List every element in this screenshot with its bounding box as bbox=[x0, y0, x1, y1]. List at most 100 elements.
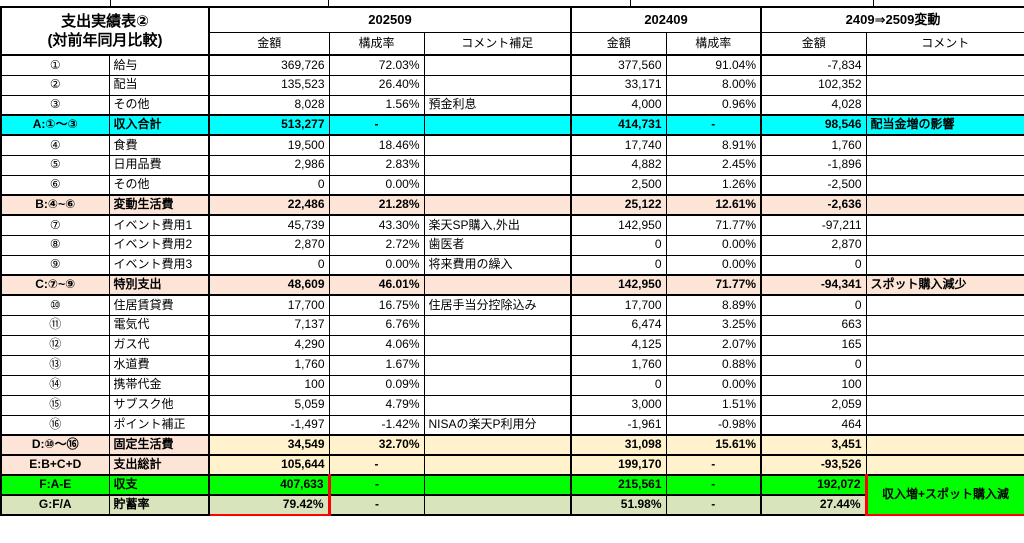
cell-item-name[interactable]: 収入合計 bbox=[108, 114, 210, 136]
cell-amount-change[interactable]: 4,028 bbox=[760, 94, 867, 116]
cell-amount-202409[interactable]: 33,171 bbox=[570, 74, 667, 96]
cell-item-name[interactable]: 配当 bbox=[108, 74, 210, 96]
cell-item-name[interactable]: 給与 bbox=[108, 54, 210, 76]
cell-row-id[interactable]: F:A-E bbox=[0, 474, 110, 496]
col-header-amount-change[interactable]: 金額 bbox=[760, 31, 867, 56]
cell-item-name[interactable]: 電気代 bbox=[108, 314, 210, 336]
cell-item-name[interactable]: 住居賃貸費 bbox=[108, 294, 210, 316]
cell-ratio-202509[interactable]: 16.75% bbox=[328, 294, 425, 316]
cell-amount-change[interactable]: -2,636 bbox=[760, 194, 867, 216]
cell-amount-change[interactable]: 464 bbox=[760, 414, 867, 436]
cell-comment-change[interactable]: スポット購入減少 bbox=[865, 274, 1024, 296]
cell-comment-change[interactable] bbox=[865, 414, 1024, 436]
cell-comment-change[interactable] bbox=[865, 294, 1024, 316]
col-header-comment-supplement[interactable]: コメント補足 bbox=[423, 31, 572, 56]
cell-item-name[interactable]: 貯蓄率 bbox=[108, 494, 210, 516]
cell-comment-supplement[interactable] bbox=[423, 354, 572, 376]
cell-amount-202509[interactable]: 1,760 bbox=[208, 354, 330, 376]
cell-comment-supplement[interactable]: 歯医者 bbox=[423, 234, 572, 256]
cell-ratio-202509[interactable]: 1.56% bbox=[328, 94, 425, 116]
cell-ratio-202409[interactable]: 8.91% bbox=[665, 134, 762, 156]
cell-amount-202509[interactable]: 2,870 bbox=[208, 234, 330, 256]
cell-row-id[interactable]: ③ bbox=[0, 94, 110, 116]
cell-comment-change[interactable] bbox=[865, 94, 1024, 116]
cell-row-id[interactable]: E:B+C+D bbox=[0, 454, 110, 476]
cell-amount-202409[interactable]: 142,950 bbox=[570, 214, 667, 236]
cell-comment-supplement[interactable] bbox=[423, 194, 572, 216]
cell-ratio-202409[interactable]: 8.89% bbox=[665, 294, 762, 316]
cell-ratio-202409[interactable]: 12.61% bbox=[665, 194, 762, 216]
cell-ratio-202509[interactable]: 4.06% bbox=[328, 334, 425, 356]
cell-comment-change[interactable] bbox=[865, 334, 1024, 356]
cell-amount-change[interactable]: 192,072 bbox=[760, 474, 867, 496]
cell-amount-change[interactable]: -2,500 bbox=[760, 174, 867, 196]
cell-item-name[interactable]: 固定生活費 bbox=[108, 434, 210, 456]
cell-amount-202409[interactable]: 51.98% bbox=[570, 494, 667, 516]
cell-comment-supplement[interactable]: 住居手当分控除込み bbox=[423, 294, 572, 316]
cell-ratio-202509[interactable]: 6.76% bbox=[328, 314, 425, 336]
cell-amount-202509[interactable]: 407,633 bbox=[208, 474, 331, 496]
cell-amount-202409[interactable]: 25,122 bbox=[570, 194, 667, 216]
cell-amount-change[interactable]: 165 bbox=[760, 334, 867, 356]
cell-comment-supplement[interactable] bbox=[423, 374, 572, 396]
cell-ratio-202509[interactable]: 26.40% bbox=[328, 74, 425, 96]
cell-item-name[interactable]: イベント費用3 bbox=[108, 254, 210, 276]
cell-ratio-202409[interactable]: 0.00% bbox=[665, 254, 762, 276]
cell-ratio-202409[interactable]: 1.26% bbox=[665, 174, 762, 196]
cell-amount-change[interactable]: -94,341 bbox=[760, 274, 867, 296]
cell-row-id[interactable]: ① bbox=[0, 54, 110, 76]
cell-amount-202409[interactable]: 31,098 bbox=[570, 434, 667, 456]
cell-ratio-202509[interactable]: - bbox=[328, 494, 425, 516]
cell-amount-change[interactable]: 663 bbox=[760, 314, 867, 336]
cell-amount-change[interactable]: 0 bbox=[760, 254, 867, 276]
cell-amount-202509[interactable]: 8,028 bbox=[208, 94, 330, 116]
cell-comment-supplement[interactable] bbox=[423, 494, 572, 516]
cell-comment-supplement[interactable] bbox=[423, 474, 572, 496]
cell-ratio-202509[interactable]: 43.30% bbox=[328, 214, 425, 236]
cell-ratio-202409[interactable]: 2.07% bbox=[665, 334, 762, 356]
cell-comment-change[interactable] bbox=[865, 194, 1024, 216]
cell-amount-change[interactable]: 2,870 bbox=[760, 234, 867, 256]
cell-ratio-202409[interactable]: 0.96% bbox=[665, 94, 762, 116]
cell-amount-202409[interactable]: 0 bbox=[570, 374, 667, 396]
col-header-comment-change[interactable]: コメント bbox=[865, 31, 1024, 56]
cell-ratio-202509[interactable]: 2.83% bbox=[328, 154, 425, 176]
cell-row-id[interactable]: A:①〜③ bbox=[0, 114, 110, 136]
cell-ratio-202509[interactable]: 0.00% bbox=[328, 254, 425, 276]
col-group-202409[interactable]: 202409 bbox=[569, 6, 762, 33]
cell-row-id[interactable]: ④ bbox=[0, 134, 110, 156]
cell-item-name[interactable]: イベント費用1 bbox=[108, 214, 210, 236]
cell-row-id[interactable]: ⑦ bbox=[0, 214, 110, 236]
cell-amount-202409[interactable]: 142,950 bbox=[570, 274, 667, 296]
cell-ratio-202409[interactable]: - bbox=[665, 114, 762, 136]
cell-amount-202509[interactable]: -1,497 bbox=[208, 414, 330, 436]
cell-comment-supplement[interactable] bbox=[423, 314, 572, 336]
cell-row-id[interactable]: C:⑦~⑨ bbox=[0, 274, 110, 296]
cell-row-id[interactable]: ② bbox=[0, 74, 110, 96]
cell-item-name[interactable]: ポイント補正 bbox=[108, 414, 210, 436]
cell-amount-change[interactable]: -1,896 bbox=[760, 154, 867, 176]
cell-ratio-202509[interactable]: 46.01% bbox=[328, 274, 425, 296]
cell-comment-supplement[interactable] bbox=[423, 434, 572, 456]
cell-ratio-202409[interactable]: - bbox=[665, 474, 762, 496]
cell-ratio-202409[interactable]: 1.51% bbox=[665, 394, 762, 416]
cell-comment-change[interactable] bbox=[865, 234, 1024, 256]
cell-amount-202409[interactable]: 4,000 bbox=[570, 94, 667, 116]
cell-ratio-202409[interactable]: - bbox=[665, 494, 762, 516]
cell-comment-supplement[interactable] bbox=[423, 54, 572, 76]
cell-amount-change[interactable]: -93,526 bbox=[760, 454, 867, 476]
cell-comment-change[interactable] bbox=[865, 154, 1024, 176]
cell-item-name[interactable]: サブスク他 bbox=[108, 394, 210, 416]
cell-comment-change-merged[interactable]: 収入増+スポット購入減 bbox=[864, 474, 1024, 516]
cell-amount-202409[interactable]: 2,500 bbox=[570, 174, 667, 196]
cell-item-name[interactable]: 日用品費 bbox=[108, 154, 210, 176]
cell-comment-change[interactable] bbox=[865, 394, 1024, 416]
cell-amount-202509[interactable]: 100 bbox=[208, 374, 330, 396]
cell-ratio-202509[interactable]: - bbox=[328, 454, 425, 476]
cell-amount-202509[interactable]: 513,277 bbox=[208, 114, 330, 136]
cell-amount-change[interactable]: 2,059 bbox=[760, 394, 867, 416]
cell-amount-202409[interactable]: 6,474 bbox=[570, 314, 667, 336]
cell-amount-202509[interactable]: 0 bbox=[208, 254, 330, 276]
cell-amount-202509[interactable]: 2,986 bbox=[208, 154, 330, 176]
col-header-amount-202509[interactable]: 金額 bbox=[208, 31, 330, 56]
